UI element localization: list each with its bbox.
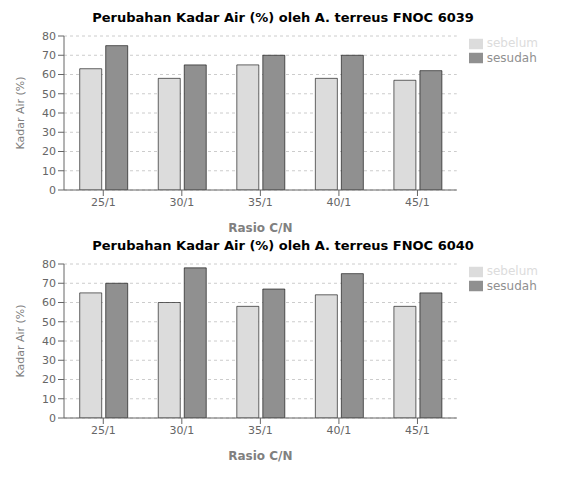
html-text:sesudah: sesudah	[486, 50, 537, 65]
html-text:sebelum: sebelum	[486, 36, 538, 50]
svg-text:Kadar Air (%): Kadar Air (%)	[14, 304, 27, 377]
svg-text:Rasio C/N: Rasio C/N	[228, 449, 292, 463]
svg-text:80: 80	[42, 30, 56, 43]
svg-text:50: 50	[42, 316, 56, 329]
svg-text:25/1: 25/1	[91, 196, 116, 209]
html-text:Perubahan Kadar Air (%) oleh A: Perubahan Kadar Air (%) oleh A. terreus …	[92, 238, 474, 253]
html-text:sesudah: sesudah	[486, 278, 537, 293]
svg-text:30/1: 30/1	[169, 196, 194, 209]
svg-text:60: 60	[42, 68, 56, 81]
svg-text:10: 10	[42, 165, 56, 178]
svg-text:Kadar Air (%): Kadar Air (%)	[14, 76, 27, 149]
html-text:Perubahan Kadar Air (%) oleh A: Perubahan Kadar Air (%) oleh A. terreus …	[92, 10, 474, 25]
svg-text:20: 20	[42, 373, 56, 386]
html-text:sebelum: sebelum	[486, 264, 538, 278]
svg-text:20: 20	[42, 145, 56, 158]
svg-text:30: 30	[42, 354, 56, 367]
svg-text:80: 80	[42, 258, 56, 271]
svg-text:70: 70	[42, 277, 56, 290]
svg-text:40/1: 40/1	[327, 196, 352, 209]
svg-text:Rasio C/N: Rasio C/N	[228, 221, 292, 235]
svg-text:10: 10	[42, 393, 56, 406]
svg-text:0: 0	[49, 184, 56, 197]
svg-text:25/1: 25/1	[91, 424, 116, 437]
svg-text:35/1: 35/1	[248, 424, 273, 437]
svg-text:45/1: 45/1	[405, 196, 430, 209]
svg-text:40: 40	[42, 107, 56, 120]
svg-text:70: 70	[42, 49, 56, 62]
svg-text:60: 60	[42, 296, 56, 309]
svg-text:50: 50	[42, 88, 56, 101]
svg-text:40/1: 40/1	[327, 424, 352, 437]
svg-text:0: 0	[49, 412, 56, 425]
svg-text:30: 30	[42, 126, 56, 139]
svg-text:45/1: 45/1	[405, 424, 430, 437]
svg-text:35/1: 35/1	[248, 196, 273, 209]
svg-text:30/1: 30/1	[169, 424, 194, 437]
svg-text:40: 40	[42, 335, 56, 348]
